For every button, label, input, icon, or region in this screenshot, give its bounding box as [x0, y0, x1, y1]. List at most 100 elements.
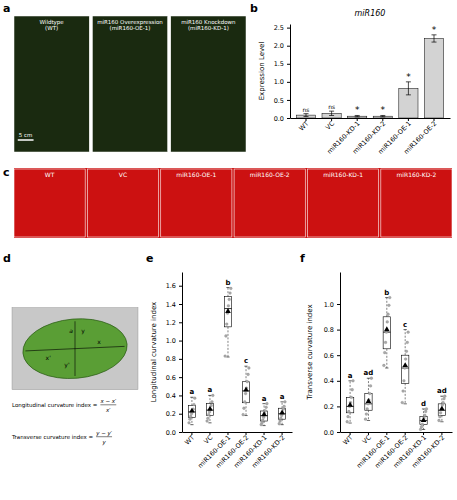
y-tick-label: 1.0 — [274, 78, 284, 86]
x-tick: VC — [361, 432, 373, 446]
data-point — [368, 392, 371, 395]
data-point — [438, 419, 441, 422]
photo — [171, 16, 246, 152]
mean-marker — [439, 406, 445, 411]
leaf-label: x' — [46, 354, 52, 361]
data-point — [206, 417, 209, 420]
bar — [348, 116, 367, 118]
data-point — [439, 411, 442, 414]
significance-label: a — [280, 393, 285, 401]
x-tick-label: VC — [202, 433, 214, 445]
data-point — [404, 358, 407, 361]
error-bar — [408, 82, 409, 95]
whisker-cap — [208, 422, 211, 423]
x-tick-label: WT — [297, 120, 310, 133]
y-tick-label: 0.6 — [166, 374, 176, 382]
y-tick: 0.2 — [166, 410, 182, 418]
data-point — [189, 415, 192, 418]
y-tick: 1.2 — [166, 319, 182, 327]
table — [12, 308, 138, 390]
data-point — [347, 415, 350, 418]
y-tick-mark — [179, 322, 182, 323]
photo-label: VC — [119, 171, 127, 178]
y-tick-mark — [179, 359, 182, 360]
significance-label: ad — [437, 387, 447, 395]
mean-marker — [261, 411, 267, 416]
data-point — [188, 421, 191, 424]
y-tick: 0.4 — [324, 377, 340, 385]
y-tick-mark — [337, 381, 340, 382]
data-point — [370, 377, 373, 380]
data-point — [402, 390, 405, 393]
whisker-cap — [244, 366, 247, 367]
data-point — [193, 403, 196, 406]
significance-label: a — [348, 372, 353, 380]
x-tick: WT — [183, 432, 196, 447]
y-axis: 0.00.51.01.52.02.5 — [274, 24, 291, 122]
data-point — [208, 410, 211, 413]
error-cap — [329, 111, 334, 112]
x-axis: WTVCmiR160-OE-1miR160-OE-2miR160-KD-1miR… — [183, 432, 293, 470]
photo-label: WT — [45, 171, 55, 178]
leaf-label: y' — [64, 361, 70, 369]
significance-label: c — [403, 321, 407, 329]
formula-label: Longitudinal curvature index = — [12, 402, 98, 409]
mean-marker — [207, 406, 213, 411]
fraction-bar — [96, 436, 112, 437]
mean-marker — [189, 408, 195, 413]
whisker-cap — [385, 368, 388, 369]
y-tick-label: 0.8 — [324, 326, 334, 334]
y-tick: 1.0 — [274, 78, 290, 86]
photo-label: miR160-OE-1 — [176, 171, 216, 178]
data-point — [441, 404, 444, 407]
data-point — [246, 380, 249, 383]
significance-label: * — [381, 105, 386, 115]
box — [420, 417, 427, 425]
box — [224, 297, 231, 327]
photo — [14, 16, 89, 152]
data-point — [265, 406, 268, 409]
photo-label: miR160 Knockdown(miR160-KD-1) — [181, 19, 236, 31]
chart-title: miR160 — [355, 9, 386, 18]
figure: aWildtype(WT)miR160 Overexpression(miR16… — [0, 0, 457, 500]
y-tick-mark — [287, 100, 290, 101]
bar — [424, 38, 443, 118]
y-tick: 2.5 — [274, 24, 290, 32]
mean-marker — [225, 308, 231, 313]
whisker — [350, 381, 351, 398]
fraction-bar — [100, 404, 116, 405]
y-tick-label: 1.0 — [324, 301, 334, 309]
leaf — [20, 315, 129, 383]
data-point — [401, 401, 404, 404]
whisker — [191, 417, 192, 424]
x-axis-line — [291, 118, 451, 119]
y-tick: 1.6 — [166, 282, 182, 290]
error-cap — [355, 116, 360, 117]
mean-marker — [402, 362, 408, 367]
x-axis-line — [183, 432, 293, 433]
median — [402, 368, 409, 369]
data-point — [229, 287, 232, 290]
y-tick-mark — [179, 341, 182, 342]
error-bar — [331, 111, 332, 115]
x-tick: VC — [324, 118, 336, 132]
plot-area — [346, 296, 446, 431]
whisker-cap — [440, 421, 443, 422]
whisker — [368, 410, 369, 420]
data-point — [403, 379, 406, 382]
y-tick-mark — [287, 64, 290, 65]
y-tick-mark — [287, 118, 290, 119]
error-cap — [304, 116, 309, 117]
data-point — [248, 367, 251, 370]
panel-letter: c — [3, 166, 10, 179]
data-point — [387, 313, 390, 316]
whisker-cap — [244, 415, 247, 416]
whisker-cap — [404, 329, 407, 330]
significance-label: a — [190, 388, 195, 396]
data-point — [423, 414, 426, 417]
data-point — [438, 415, 441, 418]
whisker-cap — [385, 297, 388, 298]
y-tick-mark — [337, 330, 340, 331]
box — [438, 404, 445, 416]
x-tick-label: VC — [361, 433, 373, 445]
